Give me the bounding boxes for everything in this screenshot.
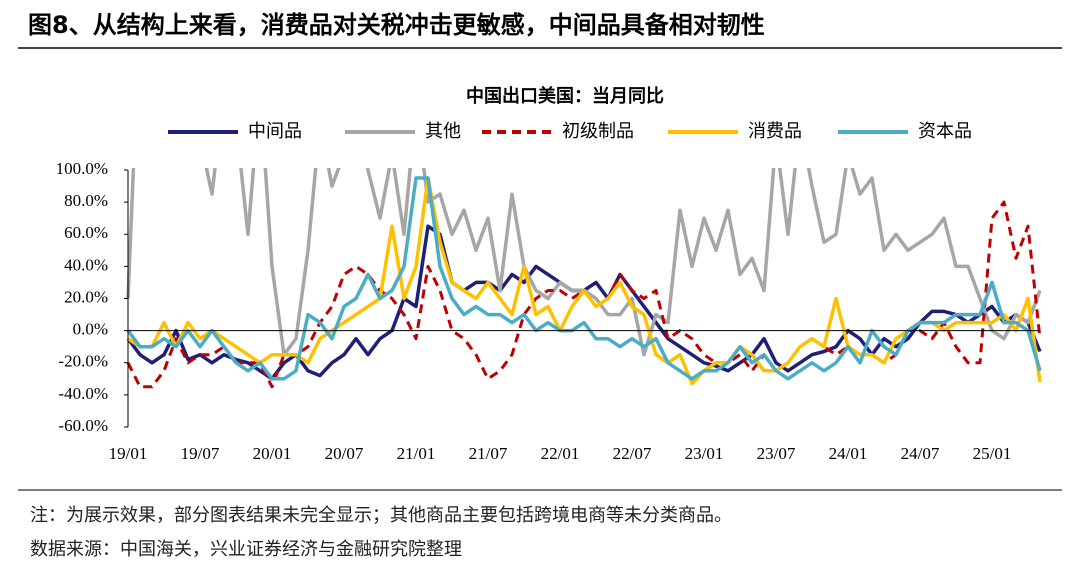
series-line	[126, 224, 1042, 381]
y-tick-label: 40.0%	[64, 255, 108, 274]
legend-label: 初级制品	[562, 121, 634, 142]
series-line	[126, 176, 1042, 381]
y-tick-label: -40.0%	[58, 384, 108, 403]
page-title: 图8、从结构上来看，消费品对关税冲击更敏感，中间品具备相对韧性	[28, 11, 765, 39]
x-tick-label: 19/07	[181, 444, 220, 463]
x-tick-label: 19/01	[109, 444, 148, 463]
series-line	[126, 168, 1042, 357]
chart-title: 中国出口美国：当月同比	[466, 85, 664, 107]
x-tick-label: 23/07	[757, 444, 796, 463]
legend-label: 中间品	[248, 121, 302, 142]
y-tick-label: 60.0%	[64, 223, 108, 242]
legend-label: 其他	[425, 121, 461, 142]
y-tick-label: 80.0%	[64, 191, 108, 210]
x-tick-label: 21/07	[469, 444, 508, 463]
x-tick-label: 21/01	[397, 444, 436, 463]
y-tick-label: 0.0%	[73, 320, 108, 339]
series-line	[127, 176, 1042, 386]
x-tick-label: 20/07	[325, 444, 364, 463]
y-tick-label: 20.0%	[64, 287, 108, 306]
x-tick-label: 24/07	[901, 444, 940, 463]
x-tick-label: 23/01	[685, 444, 724, 463]
x-tick-label: 22/07	[613, 444, 652, 463]
source: 数据来源：中国海关，兴业证券经济与金融研究院整理	[30, 539, 462, 560]
note: 注：为展示效果，部分图表结果未完全显示；其他商品主要包括跨境电商等未分类商品。	[30, 505, 732, 526]
y-tick-label: -20.0%	[58, 352, 108, 371]
y-tick-label: -60.0%	[58, 416, 108, 435]
x-tick-label: 25/01	[973, 444, 1012, 463]
legend-label: 资本品	[918, 121, 972, 142]
x-tick-label: 22/01	[541, 444, 580, 463]
x-tick-label: 20/01	[253, 444, 292, 463]
plot-area	[126, 168, 1042, 389]
x-tick-label: 24/01	[829, 444, 868, 463]
legend-label: 消费品	[748, 121, 802, 142]
y-tick-label: 100.0%	[56, 159, 108, 178]
